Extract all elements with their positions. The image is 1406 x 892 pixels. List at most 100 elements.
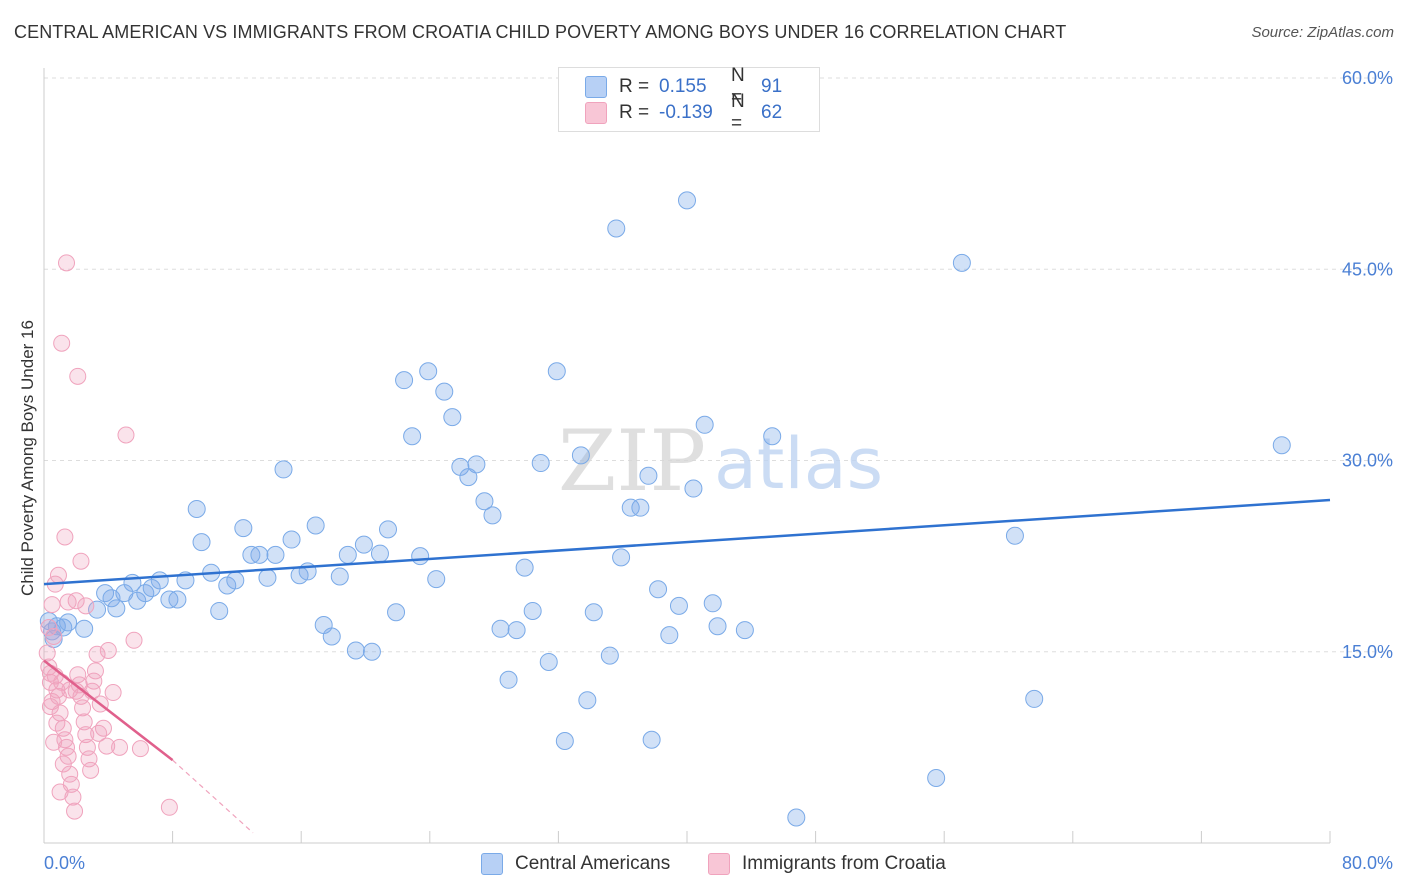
point-central-americans xyxy=(475,492,494,511)
point-central-americans xyxy=(649,580,668,599)
bottom-legend-swatch-pink xyxy=(708,853,730,875)
grid xyxy=(44,77,1394,653)
point-immigrants-croatia xyxy=(77,597,95,615)
point-central-americans xyxy=(210,601,229,620)
point-immigrants-croatia xyxy=(72,552,90,570)
bottom-legend-label: Central Americans xyxy=(515,853,671,874)
point-immigrants-croatia xyxy=(41,664,59,682)
y-axis-label: Child Poverty Among Boys Under 16 xyxy=(18,320,37,596)
point-central-americans xyxy=(555,732,574,750)
point-immigrants-croatia xyxy=(67,592,85,610)
series-central-americans xyxy=(39,191,1291,827)
point-central-americans xyxy=(234,519,253,538)
point-immigrants-croatia xyxy=(117,426,135,444)
point-central-americans xyxy=(150,571,169,590)
point-central-americans xyxy=(322,627,341,646)
point-central-americans xyxy=(387,603,406,622)
point-central-americans xyxy=(395,371,414,390)
x-tick-label-max: 80.0% xyxy=(1342,853,1393,873)
point-central-americans xyxy=(266,545,285,564)
point-central-americans xyxy=(187,499,206,518)
point-central-americans xyxy=(443,408,462,427)
point-central-americans xyxy=(612,548,631,567)
source-label: Source: ZipAtlas.com xyxy=(1251,24,1394,41)
legend-n-label: N = xyxy=(731,91,745,134)
point-central-americans xyxy=(600,646,619,665)
point-central-americans xyxy=(499,670,518,689)
watermark: ZIP atlas xyxy=(558,412,883,510)
point-immigrants-croatia xyxy=(88,645,106,663)
point-central-americans xyxy=(703,594,722,613)
legend-n-label: N = xyxy=(731,65,745,108)
point-central-americans xyxy=(1272,436,1291,455)
tick-labels: 15.0% 30.0% 45.0% 60.0% 0.0% 80.0% xyxy=(44,68,1393,873)
point-immigrants-croatia xyxy=(99,641,117,659)
point-central-americans xyxy=(362,642,381,661)
point-central-americans xyxy=(226,571,245,590)
point-central-americans xyxy=(250,545,269,564)
point-central-americans xyxy=(435,382,454,401)
watermark-zip: ZIP xyxy=(558,412,706,510)
point-central-americans xyxy=(379,520,398,539)
point-central-americans xyxy=(274,460,293,479)
point-central-americans xyxy=(621,498,640,517)
point-central-americans xyxy=(411,547,430,566)
point-central-americans xyxy=(419,362,438,381)
point-central-americans xyxy=(639,466,658,485)
point-central-americans xyxy=(403,427,422,446)
point-immigrants-croatia xyxy=(64,788,82,806)
point-immigrants-croatia xyxy=(77,726,95,744)
point-central-americans xyxy=(695,415,714,434)
point-central-americans xyxy=(306,516,325,535)
point-immigrants-croatia xyxy=(131,740,149,758)
point-immigrants-croatia xyxy=(86,662,104,680)
point-immigrants-croatia xyxy=(41,698,59,716)
legend-n-value: 91 xyxy=(761,76,783,97)
point-central-americans xyxy=(531,454,550,473)
point-central-americans xyxy=(515,558,534,577)
point-immigrants-croatia xyxy=(43,596,61,614)
point-central-americans xyxy=(631,498,650,517)
point-central-americans xyxy=(258,568,277,587)
point-immigrants-croatia xyxy=(45,733,63,751)
point-immigrants-croatia xyxy=(45,627,63,645)
point-immigrants-croatia xyxy=(51,783,69,801)
point-central-americans xyxy=(952,253,971,272)
point-central-americans xyxy=(370,544,389,563)
point-central-americans xyxy=(735,621,754,640)
bottom-legend-croatia: Immigrants from Croatia xyxy=(708,852,946,876)
point-central-americans xyxy=(584,603,603,622)
point-immigrants-croatia xyxy=(58,738,76,756)
trend-line-immigrants-croatia xyxy=(43,659,174,762)
point-central-americans xyxy=(483,506,502,525)
point-immigrants-croatia xyxy=(74,699,92,717)
point-central-americans xyxy=(1005,526,1024,545)
y-tick-label: 45.0% xyxy=(1342,259,1393,279)
point-central-americans xyxy=(88,600,107,619)
point-central-americans xyxy=(660,626,679,645)
point-immigrants-croatia xyxy=(56,528,74,546)
point-central-americans xyxy=(427,570,446,589)
point-central-americans xyxy=(678,191,696,210)
point-immigrants-croatia xyxy=(49,566,67,584)
x-tick-label-min: 0.0% xyxy=(44,853,85,873)
point-central-americans xyxy=(168,590,187,609)
point-immigrants-croatia xyxy=(104,684,122,702)
point-immigrants-croatia xyxy=(75,713,93,731)
y-tick-label: 15.0% xyxy=(1342,642,1393,662)
trend-line-central-americans xyxy=(43,498,1331,586)
point-immigrants-croatia xyxy=(66,802,84,820)
point-immigrants-croatia xyxy=(111,738,129,756)
point-central-americans xyxy=(282,530,301,549)
point-central-americans xyxy=(59,613,78,632)
point-central-americans xyxy=(763,427,782,446)
legend-r-label: R = xyxy=(619,76,650,97)
point-immigrants-croatia xyxy=(38,644,56,662)
point-immigrants-croatia xyxy=(53,334,71,352)
point-central-americans xyxy=(787,808,806,827)
point-immigrants-croatia xyxy=(54,755,72,773)
legend-swatch-blue xyxy=(585,76,607,98)
point-central-americans xyxy=(330,567,349,586)
point-central-americans xyxy=(669,596,688,615)
point-immigrants-croatia xyxy=(48,714,66,732)
